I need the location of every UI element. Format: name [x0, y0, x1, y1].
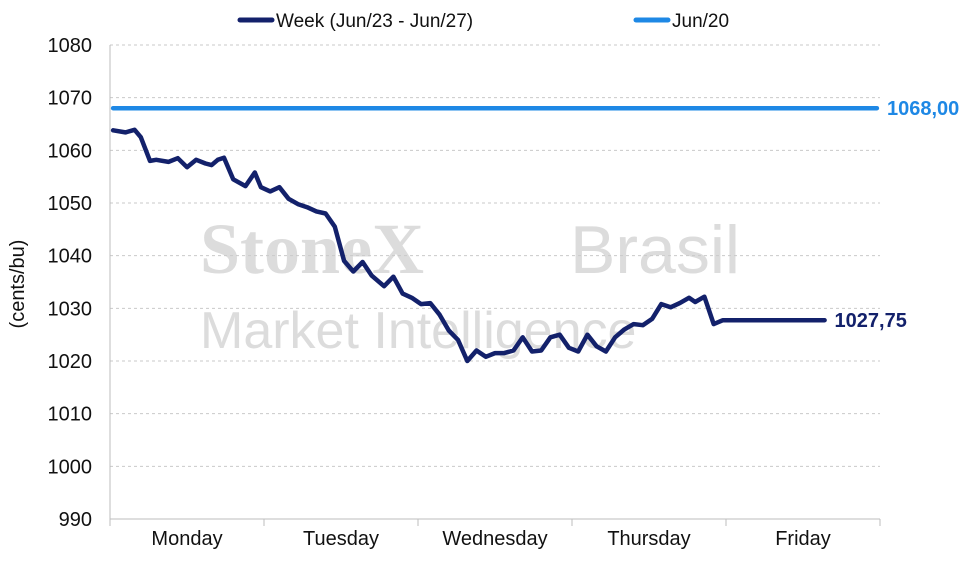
end-value-label: 1068,00	[887, 98, 959, 120]
y-axis-ticks: 990 1000 1010 1020 1030 1040 1050 1060 1070 1080	[48, 35, 93, 531]
x-tick-label: Wednesday	[442, 528, 547, 550]
y-tick-label: 1070	[48, 88, 93, 110]
end-value-label: 1027,75	[835, 310, 907, 332]
legend-label: Week (Jun/23 - Jun/27)	[276, 11, 473, 32]
x-axis-ticks: Monday Tuesday Wednesday Thursday Friday	[109, 519, 881, 550]
watermark-region: Brasil	[570, 212, 740, 288]
y-tick-label: 1030	[48, 298, 93, 320]
y-tick-label: 990	[59, 509, 92, 531]
y-tick-label: 1020	[48, 351, 93, 373]
series-group	[110, 105, 880, 364]
x-tick-label: Friday	[775, 528, 831, 550]
axes	[109, 45, 880, 520]
y-tick-label: 1040	[48, 246, 93, 268]
watermark-brand: StoneX	[200, 209, 424, 289]
y-axis-label: (cents/bu)	[7, 240, 29, 329]
y-tick-label: 1050	[48, 193, 93, 215]
legend: Week (Jun/23 - Jun/27) Jun/20	[237, 11, 729, 32]
x-tick-label: Thursday	[607, 528, 690, 550]
series-line-week	[110, 127, 827, 364]
y-tick-label: 1010	[48, 404, 93, 426]
x-tick-label: Tuesday	[303, 528, 379, 550]
watermark-tagline: Market Intelligence	[200, 302, 636, 360]
watermark: StoneX Brasil Market Intelligence	[200, 209, 740, 360]
y-tick-label: 1060	[48, 140, 93, 162]
y-tick-label: 1000	[48, 456, 93, 478]
end-labels: 1027,75 1068,00	[835, 98, 960, 332]
gridlines	[110, 44, 880, 467]
y-tick-label: 1080	[48, 35, 93, 57]
legend-label: Jun/20	[672, 11, 729, 32]
x-tick-label: Monday	[151, 528, 222, 550]
